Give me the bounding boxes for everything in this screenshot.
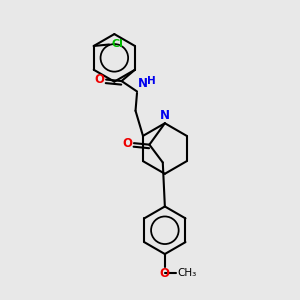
- Text: CH₃: CH₃: [177, 268, 196, 278]
- Text: O: O: [94, 73, 105, 86]
- Text: Cl: Cl: [112, 40, 123, 50]
- Text: N: N: [138, 77, 148, 90]
- Text: O: O: [122, 137, 133, 150]
- Text: O: O: [160, 267, 170, 280]
- Text: H: H: [146, 76, 155, 86]
- Text: N: N: [160, 109, 170, 122]
